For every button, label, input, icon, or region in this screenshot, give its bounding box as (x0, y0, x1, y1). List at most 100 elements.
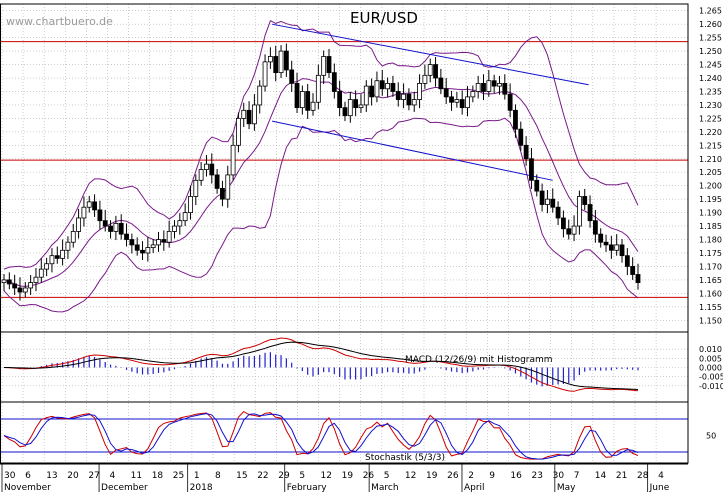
x-day-tick-label: 9 (489, 471, 495, 481)
trend-upper-line (271, 23, 589, 86)
candle-body (198, 169, 204, 181)
candle-body (454, 99, 460, 103)
plot-frame (0, 3, 689, 464)
y-tick-label: 1.260 (699, 20, 722, 29)
candle-body (550, 198, 556, 208)
candle-body (315, 74, 321, 103)
candle-body (49, 255, 55, 265)
candle-body (411, 99, 417, 106)
x-month-label: March (371, 483, 398, 493)
y-tick-label: 1.170 (699, 262, 722, 271)
y-tick-label: 1.235 (699, 87, 722, 96)
y-tick-label: 1.185 (699, 222, 722, 231)
candle-body (481, 83, 486, 92)
candle-body (422, 74, 428, 84)
candle-body (561, 217, 566, 230)
x-day-tick-label: 18 (152, 471, 164, 481)
candle-body (28, 282, 34, 289)
y-tick-label: 1.255 (699, 34, 722, 43)
x-month-label: June (649, 483, 670, 493)
x-day-tick-label: 19 (342, 471, 354, 481)
y-tick-label: 1.250 (699, 47, 722, 56)
candle-body (54, 255, 60, 259)
candle-body (449, 96, 454, 103)
candle-body (598, 233, 604, 243)
y-tick-label: 1.155 (699, 303, 722, 312)
candle-body (97, 209, 103, 222)
x-day-tick-label: 26 (447, 471, 459, 481)
candle-body (582, 196, 588, 205)
candle-body (188, 196, 193, 214)
candle-body (347, 99, 353, 117)
chart-title: EUR/USD (350, 9, 418, 27)
candle-body (124, 233, 129, 240)
x-month-label: 2018 (190, 483, 213, 493)
y-tick-label: 1.245 (699, 61, 722, 70)
candle-body (299, 91, 305, 109)
x-day-tick-label: 14 (595, 471, 607, 481)
candle-body (310, 101, 316, 111)
candle-body (379, 80, 385, 90)
stoch-title: Stochastik (5/3/3) (365, 453, 445, 463)
y-tick-label: 1.225 (699, 114, 722, 123)
candle-body (246, 109, 252, 125)
y-axis-labels: 1.150 1.155 1.160 1.165 1.170 1.175 1.180 1.185… (699, 7, 723, 441)
x-axis-labels: 30 6 13 20 27 4 11 18 25 1 8 15 22 29 5 12 19 26 5 12 19 26 2 9… (1, 464, 670, 493)
candle-body (576, 196, 582, 227)
candle-body (60, 249, 66, 259)
x-day-tick-label: 8 (215, 471, 221, 481)
y-tick-label: 1.195 (699, 195, 722, 204)
candle-body (166, 231, 172, 243)
candle-body (289, 69, 295, 84)
candle-body (395, 91, 401, 100)
macd-panel (0, 337, 688, 392)
candle-body (86, 201, 92, 208)
candle-body (230, 144, 236, 176)
trend-lower-line (271, 120, 553, 181)
x-day-tick-label: 4 (658, 471, 664, 481)
candle-body (145, 247, 151, 254)
y-tick-label: 1.180 (699, 236, 722, 245)
candle-body (225, 174, 231, 200)
candle-body (358, 104, 364, 109)
candle-body (81, 206, 87, 219)
frame (0, 3, 689, 465)
candle-body (177, 220, 183, 227)
x-day-tick-label: 5 (384, 471, 390, 481)
candle-body (113, 222, 119, 232)
stoch-k-line (3, 410, 639, 460)
x-day-tick-label: 20 (67, 471, 79, 481)
x-day-tick-label: 27 (88, 471, 99, 481)
x-day-tick-label: 13 (46, 471, 57, 481)
candle-body (140, 249, 145, 254)
candles (1, 43, 641, 301)
candle-body (539, 190, 545, 205)
candle-body (513, 109, 518, 130)
candle-body (1, 279, 7, 283)
macd-title: MACD (12/26/9) mit Histogramm (405, 355, 553, 365)
candle-body (587, 204, 593, 222)
stochastic-panel (0, 410, 688, 460)
candle-body (118, 222, 124, 235)
upper-band-line (3, 19, 639, 270)
candle-body (385, 83, 390, 90)
candle-body (592, 220, 598, 235)
candle-body (624, 255, 630, 267)
candle-body (459, 99, 465, 109)
candle-body (518, 128, 524, 146)
candle-body (507, 93, 513, 111)
grid (0, 4, 688, 463)
candle-body (278, 50, 284, 74)
candle-body (76, 217, 81, 232)
candle-body (17, 287, 23, 293)
candle-body (22, 287, 28, 293)
candle-body (161, 239, 167, 243)
bollinger-bands (3, 19, 639, 313)
candle-body (369, 85, 375, 98)
candle-body (172, 225, 177, 232)
candle-body (134, 244, 140, 251)
candle-body (294, 83, 300, 109)
x-day-tick-label: 25 (173, 471, 184, 481)
candle-body (267, 56, 273, 63)
